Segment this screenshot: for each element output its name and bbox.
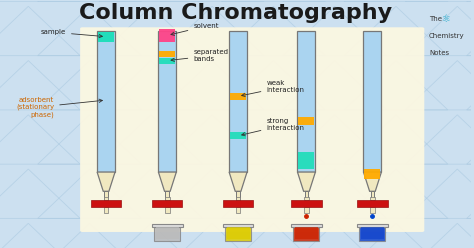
Bar — [304, 207, 309, 213]
Polygon shape — [229, 172, 247, 191]
Text: sample: sample — [41, 29, 102, 38]
Bar — [91, 200, 121, 207]
Text: The: The — [429, 16, 442, 22]
Polygon shape — [97, 172, 115, 191]
Bar — [364, 31, 382, 172]
Bar — [370, 207, 375, 213]
Bar — [293, 227, 319, 241]
Bar — [159, 29, 175, 42]
Bar — [230, 93, 246, 100]
Bar — [104, 191, 108, 201]
Bar — [227, 227, 250, 239]
Text: separated
bands: separated bands — [171, 49, 228, 62]
Bar — [229, 31, 247, 172]
Bar — [236, 197, 240, 200]
Bar — [365, 169, 381, 179]
Polygon shape — [298, 172, 315, 191]
Bar — [298, 31, 315, 172]
Bar — [98, 32, 114, 42]
Bar — [305, 191, 308, 201]
Bar — [158, 31, 176, 172]
Bar — [223, 224, 254, 227]
Bar — [225, 227, 251, 241]
Bar — [97, 31, 115, 172]
Polygon shape — [158, 172, 176, 191]
Bar — [357, 224, 388, 227]
Text: Chemistry: Chemistry — [429, 33, 465, 39]
Bar — [159, 58, 175, 64]
FancyBboxPatch shape — [80, 27, 424, 232]
Bar — [299, 152, 314, 169]
Bar — [299, 117, 314, 125]
Bar — [304, 197, 309, 200]
Bar — [159, 51, 175, 57]
Bar — [361, 227, 384, 239]
Bar — [230, 132, 246, 139]
Bar — [370, 197, 375, 200]
Bar — [104, 207, 109, 213]
Bar — [152, 224, 182, 227]
Bar — [165, 197, 170, 200]
Bar — [295, 227, 318, 239]
Bar — [371, 191, 374, 201]
Text: solvent: solvent — [171, 23, 219, 35]
Bar — [152, 200, 182, 207]
Bar — [165, 207, 170, 213]
Bar — [223, 200, 253, 207]
Polygon shape — [364, 172, 382, 191]
Text: strong
interaction: strong interaction — [242, 118, 304, 136]
Bar — [155, 227, 180, 241]
Text: Notes: Notes — [429, 50, 449, 56]
Bar — [291, 224, 322, 227]
Bar — [292, 200, 321, 207]
Bar — [236, 191, 240, 201]
Bar — [104, 197, 109, 200]
Bar — [165, 191, 169, 201]
Text: Column Chromatography: Column Chromatography — [79, 2, 392, 23]
Bar — [156, 227, 179, 239]
Bar — [359, 227, 385, 241]
Bar — [357, 200, 388, 207]
Bar — [236, 207, 240, 213]
Text: ⚛: ⚛ — [442, 14, 451, 24]
Text: adsorbent
(stationary
phase): adsorbent (stationary phase) — [16, 97, 102, 118]
Text: weak
interaction: weak interaction — [242, 80, 304, 96]
